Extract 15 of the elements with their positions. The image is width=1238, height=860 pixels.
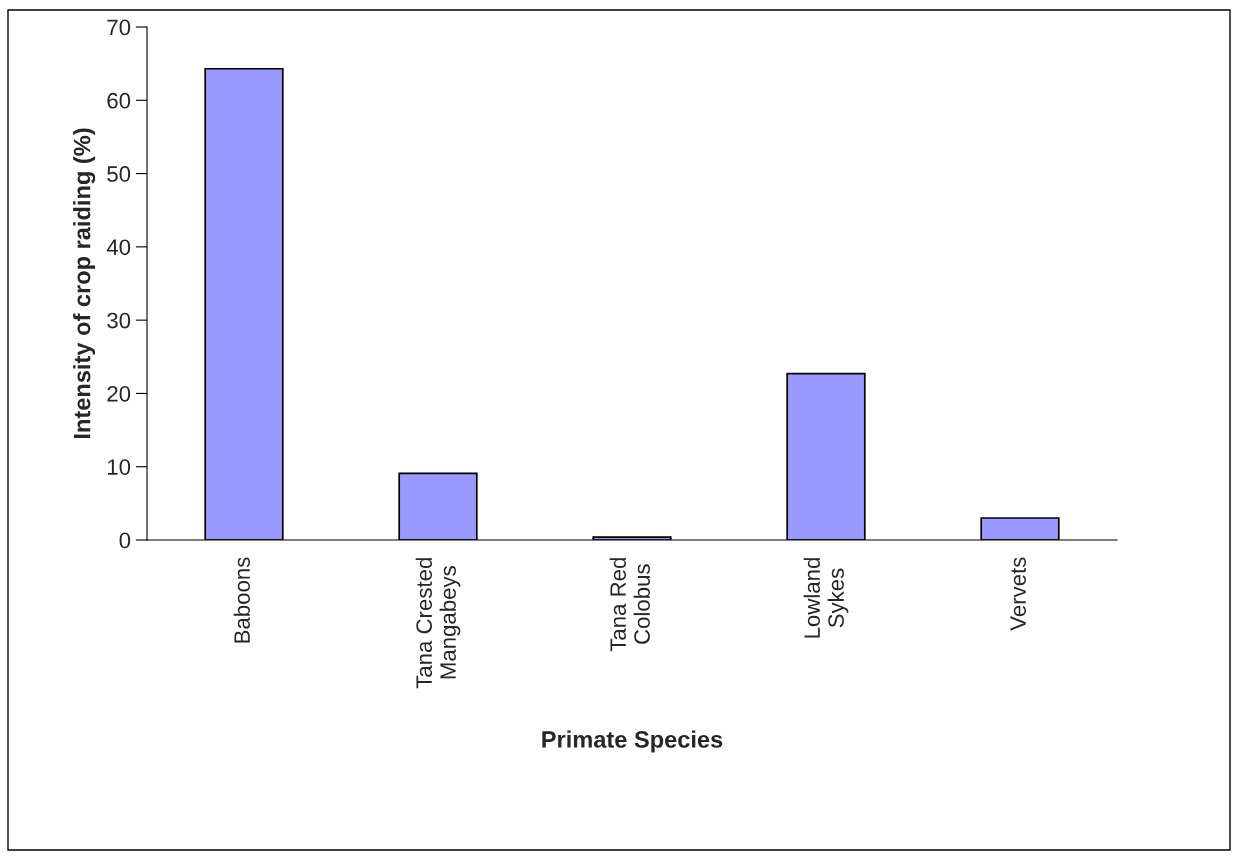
x-tick-label: Baboons (233, 557, 250, 643)
y-tick-label: 70 (107, 19, 131, 36)
y-tick-label: 40 (106, 239, 131, 256)
y-tick-label: 60 (107, 92, 131, 109)
x-tick-label: Vervets (1010, 557, 1026, 631)
x-tick-label: Tana Crested Mangabeys (415, 558, 461, 689)
x-tick-label: Tana Red Colobus (609, 558, 650, 652)
x-tick-label: Lowland Sykes (803, 558, 849, 638)
y-tick-label: 0 (119, 532, 131, 549)
y-axis-title: Intensity of crop raiding (%) (73, 128, 96, 439)
y-tick-label: 20 (107, 385, 131, 402)
y-tick-label: 10 (108, 459, 131, 475)
y-tick-label: 30 (107, 312, 131, 329)
x-axis-title: Primate Species (542, 730, 723, 753)
y-tick-label: 50 (107, 166, 131, 182)
